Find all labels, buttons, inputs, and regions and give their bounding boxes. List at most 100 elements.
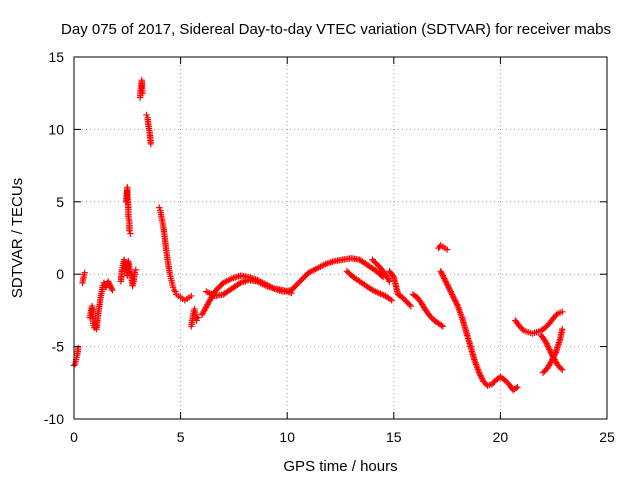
y-tick-label: 10: [48, 121, 64, 137]
data-point: [559, 308, 566, 316]
data-point: [539, 369, 547, 376]
data-point: [389, 272, 396, 279]
data-point: [517, 324, 525, 331]
x-tick-label: 15: [386, 429, 402, 445]
data-point: [107, 282, 114, 289]
x-tick-label: 20: [493, 429, 509, 445]
data-point: [439, 272, 447, 279]
data-point: [447, 288, 454, 295]
data-point: [451, 295, 458, 303]
data-point: [407, 302, 415, 310]
data-point: [399, 294, 406, 301]
data-point: [490, 379, 497, 386]
data-point: [559, 326, 566, 333]
data-point: [75, 344, 82, 352]
data-point: [544, 343, 552, 350]
data-point: [444, 282, 452, 289]
data-point: [288, 289, 295, 297]
data-point: [549, 354, 557, 362]
x-tick-label: 10: [279, 429, 295, 445]
data-point: [400, 295, 407, 303]
data-point: [438, 271, 446, 278]
series-cluster2: [117, 256, 140, 289]
series-early: [79, 269, 88, 287]
data-point: [541, 337, 549, 345]
series-fall17: [437, 268, 491, 389]
data-point: [188, 292, 195, 300]
data-point: [551, 352, 558, 359]
data-point: [404, 299, 412, 307]
series-arc2: [202, 276, 295, 300]
series-seg16: [409, 291, 447, 330]
data-point: [481, 379, 488, 386]
data-point: [446, 285, 453, 292]
data-point: [437, 268, 444, 275]
data-point: [516, 323, 523, 330]
data-point: [488, 381, 496, 388]
data-point: [549, 356, 556, 363]
data-point: [385, 276, 392, 284]
series-arc1: [198, 255, 387, 318]
data-point: [81, 269, 88, 276]
data-point: [374, 262, 382, 269]
data-point: [104, 278, 112, 285]
data-point: [556, 363, 563, 371]
data-point: [126, 227, 133, 234]
series-blip17: [435, 242, 451, 253]
data-point: [557, 365, 565, 372]
data-point: [448, 289, 455, 297]
data-point: [451, 297, 459, 304]
data-point: [546, 346, 553, 353]
data-point: [131, 269, 138, 276]
data-point: [542, 339, 550, 346]
data-point: [428, 314, 435, 321]
data-point: [132, 266, 140, 274]
data-point: [105, 279, 113, 287]
data-point: [127, 230, 134, 237]
series-cluster3b: [143, 111, 154, 148]
data-point: [386, 278, 393, 285]
data-point: [106, 281, 113, 288]
x-axis-title: GPS time / hours: [283, 458, 397, 475]
data-point: [388, 297, 395, 304]
data-point: [172, 288, 179, 295]
data-point: [541, 324, 549, 331]
data-point: [512, 384, 520, 392]
y-tick-label: -10: [44, 411, 64, 427]
data-point: [109, 286, 116, 294]
data-point: [443, 281, 451, 288]
x-tick-label: 0: [70, 429, 78, 445]
data-point: [541, 368, 548, 375]
data-point: [445, 284, 452, 291]
data-point: [553, 311, 560, 318]
data-point: [554, 362, 562, 369]
series-tail23: [539, 326, 566, 376]
data-point: [502, 378, 510, 385]
data-point: [453, 299, 460, 307]
data-point: [559, 366, 566, 373]
data-point: [546, 347, 554, 355]
tick-labels: 0 5 10 15 20 25 -10 -5 0 5 10 15: [44, 49, 615, 445]
data-point: [169, 284, 177, 291]
series-spike2_5: [123, 184, 134, 237]
data-point: [443, 246, 451, 253]
chart-title: Day 075 of 2017, Sidereal Day-to-day VTE…: [61, 21, 611, 38]
data-point: [545, 344, 552, 352]
data-point: [369, 256, 376, 263]
data-point: [548, 357, 555, 365]
data-point: [551, 312, 559, 320]
data-point: [372, 259, 379, 266]
x-tick-label: 5: [177, 429, 185, 445]
points-layer: [70, 76, 566, 394]
plot-frame: [73, 56, 608, 420]
data-point: [478, 373, 485, 381]
data-point: [550, 353, 557, 360]
data-point: [501, 376, 508, 384]
ticks-layer: [73, 56, 608, 420]
data-point: [550, 314, 557, 321]
data-point: [480, 378, 487, 385]
data-point: [543, 323, 550, 330]
data-point: [441, 276, 449, 284]
data-point: [446, 286, 454, 294]
